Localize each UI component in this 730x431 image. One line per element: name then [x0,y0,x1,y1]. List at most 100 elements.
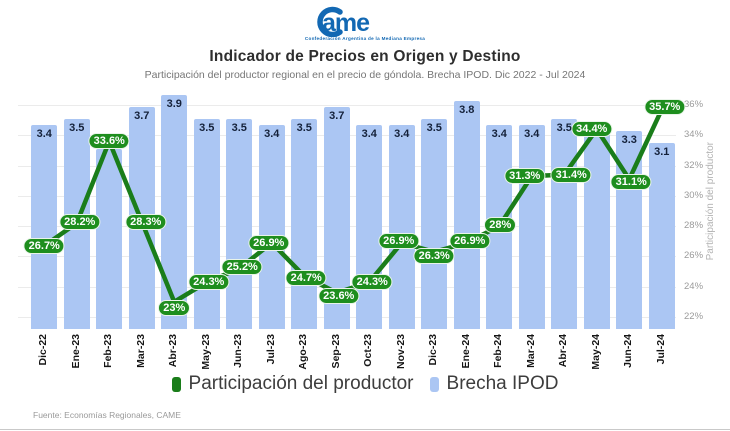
line-point-label: 26.9% [449,232,491,249]
y-axis-tick: 24% [684,280,704,292]
bar [518,125,545,329]
bar [551,119,578,329]
bar-value-label: 3.7 [329,110,345,122]
line-point-label: 28% [484,217,517,234]
bottom-divider [0,429,730,430]
line-point-label: 24.3% [351,274,393,291]
x-axis-label: Nov-23 [394,334,407,370]
page-subtitle: Participación del productor regional en … [144,69,586,81]
bar [226,119,253,329]
x-axis-label: Jun-23 [232,334,245,368]
x-axis-label: Jun-24 [622,334,635,368]
x-axis-label: Ago-23 [297,334,310,370]
x-axis-label: Jul-23 [264,334,277,365]
legend-marker-line-icon [171,376,181,392]
x-axis-label: May-23 [199,334,212,370]
x-axis-label: Mar-24 [524,334,537,368]
bar-value-label: 3.4 [394,128,410,140]
legend: Participación del productor Brecha IPOD [0,373,730,395]
legend-label-brecha: Brecha IPOD [446,373,559,394]
bar-value-label: 3.5 [296,122,312,134]
line-point-label: 26.9% [378,232,420,249]
line-point-label: 26.9% [248,234,290,251]
line-point-label: 31.4% [550,166,592,183]
x-axis-label: Dic-23 [427,334,440,366]
bar [291,119,318,329]
bar-value-label: 3.9 [166,98,182,110]
line-point-label: 23% [158,299,191,316]
bar [31,125,58,329]
bar [356,125,383,329]
came-logo-tagline: Confederación Argentina de la Mediana Em… [304,36,426,41]
bar-value-label: 3.5 [69,122,85,134]
line-point-label: 34.4% [571,121,613,138]
y-axis-tick: 36% [684,99,704,110]
bar [388,125,415,329]
came-logo: ame Confederación Argentina de la Median… [0,0,730,41]
line-point-label: 26.3% [413,247,455,264]
legend-item-brecha: Brecha IPOD [429,373,559,395]
x-axis-label: May-24 [589,334,602,370]
bar [258,125,285,329]
y-axis-tick: 22% [684,311,704,322]
bar [648,143,675,329]
bar-value-label: 3.3 [621,134,637,146]
bar-value-label: 3.4 [491,128,507,140]
line-point-label: 28.3% [125,213,167,230]
line-point-label: 25.2% [221,258,263,275]
came-logo-icon: ame [317,6,371,37]
bar-value-label: 3.5 [199,122,215,134]
bar-value-label: 3.5 [426,122,442,134]
bar [583,125,610,329]
x-axis-label: Feb-24 [492,334,505,368]
legend-label-participacion: Participación del productor [188,373,414,394]
right-axis-title: Participación del productor [705,142,716,261]
legend-item-participacion: Participación del productor [171,373,414,395]
bar-value-label: 3.4 [361,128,377,140]
line-point-label: 31.1% [610,174,652,191]
bar [193,119,220,329]
x-axis-label: Abr-23 [167,334,180,368]
page-title: Indicador de Precios en Origen y Destino [209,48,521,65]
x-axis-label: Abr-24 [557,334,570,368]
x-axis-label: Jul-24 [654,334,667,365]
line-point-label: 24.3% [188,274,230,291]
bar-value-label: 3.5 [231,122,247,134]
bar [161,95,188,329]
bar-value-label: 3.7 [134,110,150,122]
bar-value-label: 3.4 [264,128,280,140]
bar [421,119,448,329]
y-axis-tick: 28% [684,220,704,232]
line-point-label: 33.6% [88,133,130,150]
y-axis-tick: 26% [684,250,704,262]
gridline [18,105,676,106]
header: ame Confederación Argentina de la Median… [0,0,730,81]
bar [453,101,480,329]
bar [96,149,123,329]
legend-marker-bar-icon [429,376,439,392]
x-axis-label: Oct-23 [362,334,375,367]
x-axis-label: Mar-23 [134,334,147,368]
x-axis-label: Dic-22 [37,334,50,366]
line-point-label: 24.7% [285,270,327,287]
line-point-label: 31.3% [504,168,546,185]
bar-value-label: 3.5 [556,122,572,134]
y-axis-tick: 32% [684,159,704,171]
bar-value-label: 3.8 [459,104,475,116]
came-logo-text: ame [322,9,370,37]
x-axis-label: Ene-24 [459,334,472,369]
y-axis-tick: 34% [684,129,704,141]
y-axis-tick: 30% [684,189,704,201]
line-point-label: 28.2% [59,214,101,231]
source-note: Fuente: Economías Regionales, CAME [33,410,181,420]
bar-value-label: 3.4 [524,128,540,140]
bar [616,131,643,329]
bar-value-label: 3.1 [654,146,670,158]
line-point-label: 26.7% [23,237,65,254]
line-point-label: 35.7% [644,98,686,115]
line-point-label: 23.6% [318,287,360,304]
bar-value-label: 3.4 [36,128,52,140]
x-axis-label: Ene-23 [69,334,82,369]
x-axis-label: Feb-23 [102,334,115,368]
